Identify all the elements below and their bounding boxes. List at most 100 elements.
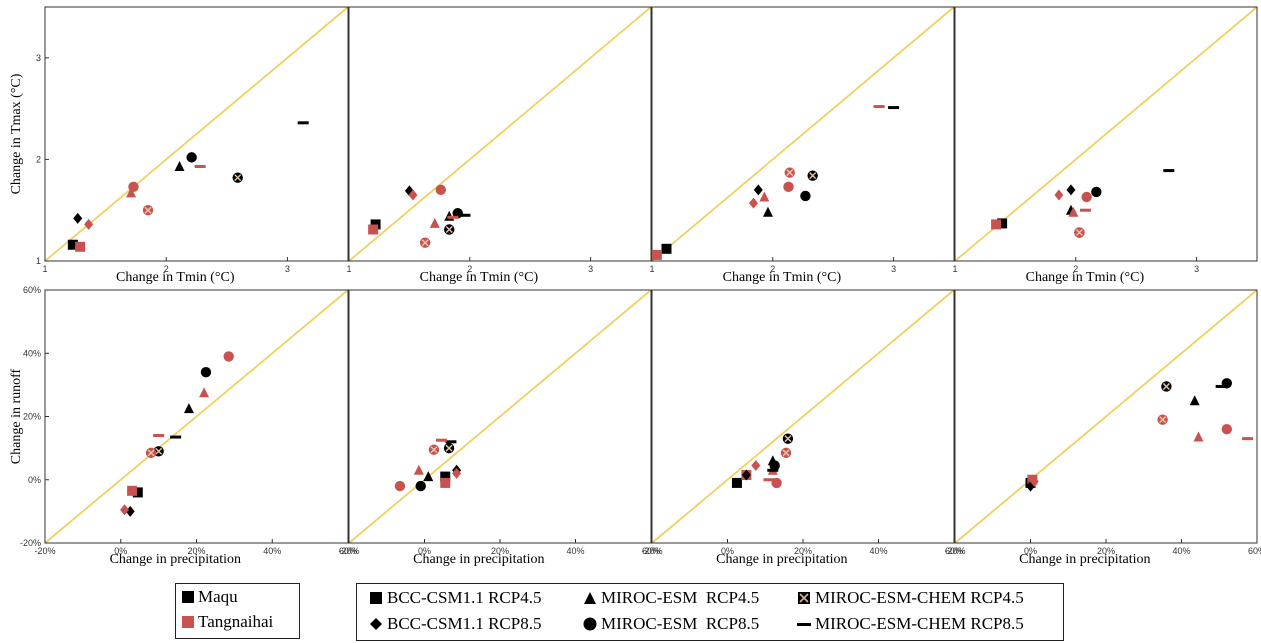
legend-swatch-maqu: [182, 591, 194, 603]
data-point-tangnaihai: [759, 191, 770, 202]
data-point-maqu: [800, 190, 811, 202]
x-tick-label: 40%: [566, 546, 584, 556]
y-tick-label: 20%: [23, 412, 41, 422]
x-axis-label: Change in precipitation: [716, 552, 847, 567]
data-point-tangnaihai: [368, 224, 379, 235]
legend-model-5: MIROC-ESM-CHEM RCP8.5: [797, 614, 1024, 634]
data-point-maqu: [997, 218, 1008, 229]
legend-marker: [370, 618, 382, 630]
panel-2: 1 2 3 Change in Tmin (°C): [346, 6, 652, 285]
one-to-one-line: [348, 289, 652, 544]
data-point-tangnaihai: [1242, 437, 1254, 441]
data-point-maqu: [445, 440, 457, 444]
x-axis-label: Change in precipitation: [1019, 552, 1150, 567]
data-point-tangnaihai: [84, 218, 94, 230]
x-tick-label: 3: [588, 264, 593, 274]
x-tick-label: 2: [467, 264, 472, 274]
one-to-one-line: [954, 289, 1258, 544]
x-tick-label: 20%: [491, 546, 509, 556]
data-point-maqu: [200, 367, 212, 378]
panel-7: -20% 0% 20% 40% 60% Change in precipitation: [641, 289, 963, 567]
x-tick-label: 3: [1194, 264, 1199, 274]
data-point-maqu: [762, 206, 773, 217]
x-tick-label: 0%: [1024, 546, 1037, 556]
square-icon: [370, 592, 382, 604]
legend-site-maqu: Maqu: [182, 587, 238, 607]
data-point-maqu: [73, 212, 83, 224]
data-point-maqu: [661, 243, 672, 254]
data-point-cross: [1162, 382, 1170, 390]
x-tick-label: 40%: [869, 546, 887, 556]
plot-frame: [44, 6, 349, 262]
data-point-tangnaihai: [447, 215, 459, 219]
data-point-maqu: [888, 106, 900, 110]
legend-model-4: MIROC-ESM RCP8.5: [583, 614, 759, 634]
legend-site-label: Tangnaihai: [198, 612, 274, 631]
x-tick-label: 40%: [1172, 546, 1190, 556]
panel-8: -20% 0% 20% 40% 60% Change in precipitation: [944, 289, 1261, 567]
data-point-maqu: [174, 161, 185, 172]
x-tick-label: 1: [42, 264, 47, 274]
legend-marker: [583, 617, 597, 631]
panel-4: 1 2 3 Change in Tmin (°C): [952, 6, 1258, 285]
legend-marker: [584, 592, 596, 604]
one-to-one-line: [44, 289, 349, 544]
data-point-tangnaihai: [429, 217, 440, 228]
legend-model-0: BCC-CSM1.1 RCP4.5: [369, 588, 541, 608]
data-point-cross: [155, 447, 163, 455]
data-point-tangnaihai: [1221, 423, 1233, 435]
data-point-cross: [430, 446, 438, 454]
data-point-cross: [786, 169, 794, 177]
data-point-cross: [782, 449, 790, 457]
y-tick-label: 2: [36, 154, 41, 164]
data-point-cross: [445, 444, 453, 452]
dash-icon: [797, 623, 811, 626]
data-point-cross: [784, 435, 792, 443]
x-tick-label: 20%: [187, 546, 205, 556]
data-point-tangnaihai: [408, 189, 418, 201]
one-to-one-line: [651, 289, 955, 544]
legend-model-label: BCC-CSM1.1 RCP4.5: [387, 588, 542, 607]
data-point-tangnaihai: [440, 477, 451, 488]
x-tick-label: 0%: [418, 546, 431, 556]
data-point-tangnaihai: [126, 187, 137, 198]
data-point-maqu: [753, 184, 763, 196]
triangle-icon: [584, 592, 596, 604]
one-to-one-line: [44, 6, 349, 262]
circle-icon: [583, 617, 597, 631]
data-point-tangnaihai: [128, 181, 139, 193]
data-point-cross: [809, 172, 817, 180]
y-tick-label: -20%: [20, 538, 41, 548]
data-point-tangnaihai: [751, 460, 761, 472]
legend-site-label: Maqu: [198, 587, 238, 606]
y-tick-label: 1: [36, 256, 41, 266]
data-point-tangnaihai: [1079, 208, 1091, 212]
data-point-tangnaihai: [1054, 189, 1064, 201]
data-point-tangnaihai: [1068, 206, 1079, 217]
data-point-tangnaihai: [394, 480, 406, 492]
data-point-tangnaihai: [199, 387, 210, 398]
data-point-maqu: [67, 239, 78, 250]
data-point-maqu: [297, 121, 309, 125]
data-point-tangnaihai: [194, 165, 206, 169]
data-point-tangnaihai: [1193, 431, 1204, 442]
data-point-tangnaihai: [127, 485, 138, 496]
data-point-maqu: [415, 480, 426, 492]
x-axis-label: Change in Tmin (°C): [116, 270, 235, 285]
x-square-icon: [798, 592, 810, 604]
x-tick-label: 60%: [1248, 546, 1261, 556]
one-to-one-line: [651, 6, 955, 262]
x-axis-label: Change in Tmin (°C): [723, 270, 842, 285]
data-point-tangnaihai: [413, 464, 424, 475]
x-tick-label: 3: [285, 264, 290, 274]
data-point-cross: [421, 239, 429, 247]
data-point-maqu: [767, 468, 779, 472]
legend-marker: [797, 623, 811, 626]
data-point-maqu: [132, 487, 143, 498]
panel-6: -20% 0% 20% 40% 60% Change in precipitation: [338, 289, 660, 567]
y-axis-label: Change in runoff: [9, 368, 24, 464]
panel-3: 1 2 3 Change in Tmin (°C): [649, 6, 955, 285]
y-axis-label: Change in Tmax (°C): [9, 73, 24, 194]
data-point-maqu: [440, 471, 451, 482]
model-legend: BCC-CSM1.1 RCP4.5 MIROC-ESM RCP4.5 MIROC…: [356, 583, 1064, 641]
